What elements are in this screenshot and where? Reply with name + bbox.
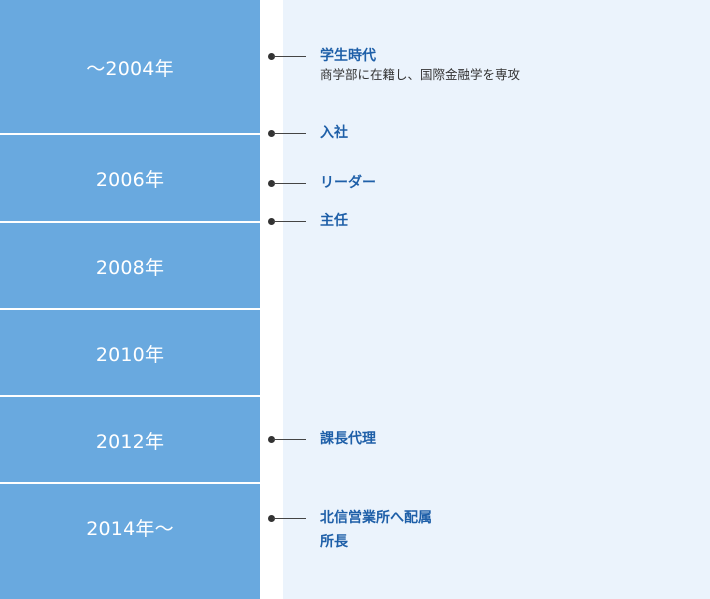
connector-line [273,518,306,519]
event-title: 学生時代 [320,48,376,64]
bullet-dot-icon [268,180,275,187]
event-title: 課長代理 [320,431,376,447]
connector-line [273,183,306,184]
event-title: 主任 [320,213,348,229]
event-title: 入社 [320,125,348,141]
year-divider [0,221,260,223]
year-2008: 2008年 [95,256,165,279]
connector-line [273,221,306,222]
event-title: リーダー [320,175,376,191]
bullet-dot-icon [268,515,275,522]
event-title-second-line: 所長 [320,534,348,550]
timeline-panel [283,0,710,599]
year-column: ～2004年 2006年 2008年 2010年 2012年 2014年～ [0,0,260,599]
year-divider [0,482,260,484]
connector-line [273,56,306,57]
connector-line [273,439,306,440]
event-description: 商学部に在籍し、国際金融学を専攻 [320,67,521,82]
year-divider [0,133,260,135]
bullet-dot-icon [268,436,275,443]
year-2004: ～2004年 [86,57,174,80]
bullet-dot-icon [268,130,275,137]
year-divider [0,308,260,310]
connector-line [273,133,306,134]
year-2010: 2010年 [95,343,165,366]
year-2006: 2006年 [95,168,165,191]
year-2014: 2014年～ [86,517,174,540]
year-2012: 2012年 [95,430,165,453]
year-divider [0,395,260,397]
bullet-dot-icon [268,218,275,225]
event-title: 北信営業所へ配属 [320,510,432,526]
bullet-dot-icon [268,53,275,60]
